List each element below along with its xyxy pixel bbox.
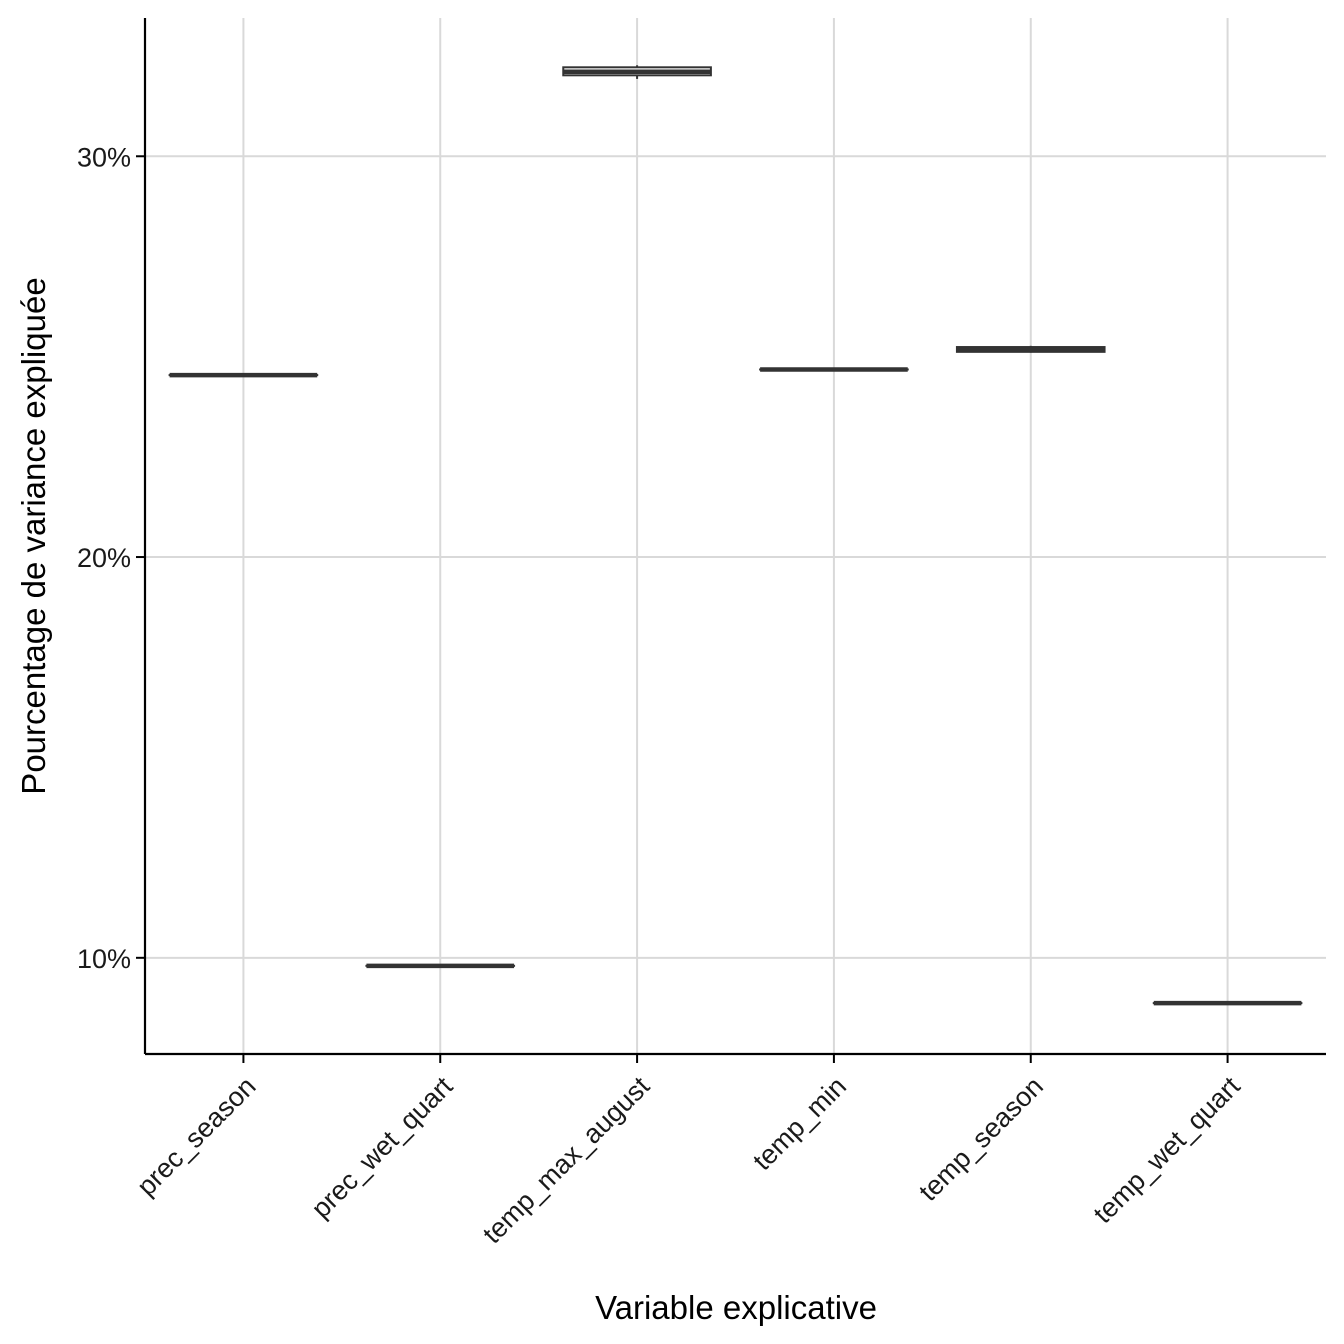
grid-lines — [145, 18, 1326, 1054]
y-tick-label: 10% — [77, 944, 131, 974]
x-tick-label: prec_season — [131, 1071, 262, 1202]
x-axis-title: Variable explicative — [595, 1289, 877, 1326]
x-tick-label: temp_min — [747, 1071, 852, 1176]
x-tick-label: prec_wet_quart — [306, 1071, 459, 1224]
y-tick-label: 30% — [77, 142, 131, 172]
x-tick-label: temp_wet_quart — [1088, 1071, 1246, 1229]
y-axis-title: Pourcentage de variance expliquée — [15, 277, 52, 794]
box-temp_season — [955, 345, 1106, 353]
axes — [143, 18, 1326, 1056]
x-ticks: prec_season prec_wet_quart temp_max_august… — [131, 1054, 1246, 1249]
box-temp_max_august — [562, 65, 712, 79]
boxes — [168, 65, 1303, 1006]
x-tick-label: temp_season — [913, 1071, 1049, 1207]
x-tick-label: temp_max_august — [477, 1071, 656, 1250]
y-tick-label: 20% — [77, 543, 131, 573]
y-ticks: 10% 20% 30% — [77, 142, 145, 974]
